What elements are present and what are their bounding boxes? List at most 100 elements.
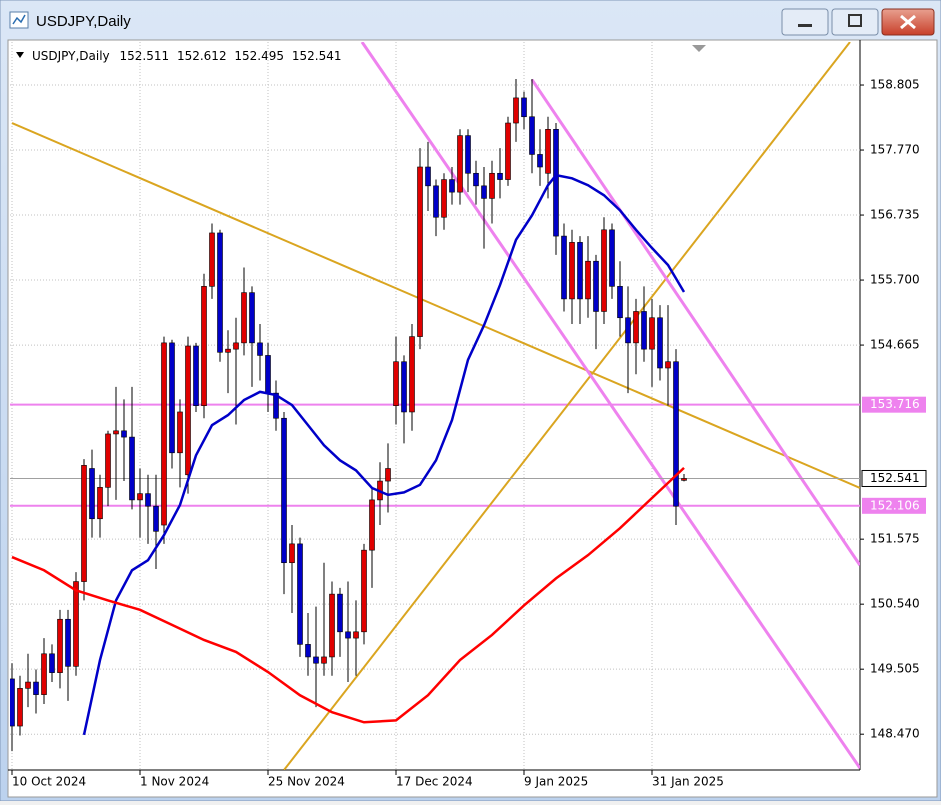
candle-body bbox=[369, 499, 375, 551]
symbol-label: USDJPY,Daily bbox=[32, 49, 110, 63]
window-icon bbox=[9, 11, 29, 29]
candle-body bbox=[201, 286, 207, 406]
candle-body bbox=[353, 631, 359, 639]
candle-body bbox=[633, 311, 639, 344]
candle-body bbox=[265, 355, 271, 394]
candle-body bbox=[417, 166, 423, 337]
candle-body bbox=[241, 292, 247, 344]
candle-body bbox=[65, 618, 71, 667]
candle-body bbox=[489, 172, 495, 199]
x-tick-label: 17 Dec 2024 bbox=[396, 775, 473, 789]
candle-body bbox=[73, 581, 79, 667]
candle-body bbox=[425, 166, 431, 187]
minimize-button[interactable] bbox=[781, 8, 829, 36]
axes: 158.805 157.770 156.735 155.700 154.665 151.5… bbox=[11, 78, 927, 789]
trendline bbox=[530, 78, 860, 567]
candle-body bbox=[553, 129, 559, 237]
plot bbox=[10, 42, 860, 770]
candle-body bbox=[681, 478, 687, 481]
candle-body bbox=[401, 361, 407, 413]
trendline bbox=[283, 42, 851, 770]
candle-body bbox=[569, 242, 575, 300]
x-tick-label: 1 Nov 2024 bbox=[140, 775, 209, 789]
candle-body bbox=[89, 468, 95, 520]
candle-body bbox=[449, 179, 455, 193]
candle-body bbox=[161, 342, 167, 526]
candle-body bbox=[153, 505, 159, 532]
candle-body bbox=[521, 97, 527, 118]
candle-body bbox=[505, 122, 511, 180]
candle-body bbox=[217, 232, 223, 353]
low-value: 152.495 bbox=[234, 49, 284, 63]
candle-body bbox=[25, 681, 31, 689]
candle-body bbox=[545, 129, 551, 174]
candle-body bbox=[129, 436, 135, 501]
y-tick-label: 157.770 bbox=[870, 143, 920, 157]
candle-body bbox=[625, 317, 631, 344]
candle-body bbox=[113, 430, 119, 435]
trendline bbox=[360, 42, 860, 769]
candle-body bbox=[609, 229, 615, 287]
candle-body bbox=[457, 135, 463, 193]
candle-body bbox=[665, 361, 671, 369]
indicator-line bbox=[82, 173, 686, 736]
y-tick-label: 155.700 bbox=[870, 273, 920, 287]
price-label-box bbox=[862, 396, 926, 413]
candle-body bbox=[169, 342, 175, 454]
x-tick-label: 9 Jan 2025 bbox=[524, 775, 588, 789]
close-button[interactable] bbox=[881, 8, 935, 36]
candle-body bbox=[593, 260, 599, 312]
candle-body bbox=[225, 348, 231, 353]
candle-body bbox=[249, 292, 255, 344]
candle-body bbox=[233, 342, 239, 350]
candle-body bbox=[281, 417, 287, 564]
last-price-label: 152.541 bbox=[870, 471, 920, 485]
candle-body bbox=[57, 618, 63, 673]
y-tick-label: 156.735 bbox=[870, 208, 920, 222]
price-label: 152.106 bbox=[870, 498, 920, 512]
y-tick-label: 150.540 bbox=[870, 597, 920, 611]
window-title: USDJPY,Daily bbox=[36, 13, 131, 30]
candle-body bbox=[209, 232, 215, 287]
shift-marker[interactable] bbox=[692, 45, 706, 52]
candle-body bbox=[473, 172, 479, 187]
candle-body bbox=[297, 543, 303, 645]
x-tick-label: 25 Nov 2024 bbox=[268, 775, 345, 789]
candle-body bbox=[585, 260, 591, 300]
chart-menu-arrow[interactable] bbox=[16, 52, 24, 58]
candle-body bbox=[529, 116, 535, 155]
trendline bbox=[11, 122, 860, 489]
candle-body bbox=[313, 656, 319, 664]
candle-body bbox=[257, 342, 263, 356]
candle-body bbox=[409, 336, 415, 413]
maximize-button[interactable] bbox=[831, 8, 879, 36]
candle-body bbox=[385, 468, 391, 482]
candle-body bbox=[177, 411, 183, 454]
candle-body bbox=[497, 172, 503, 180]
last-price-box bbox=[861, 469, 927, 487]
close-value: 152.541 bbox=[292, 49, 342, 63]
y-tick-label: 158.805 bbox=[870, 78, 920, 92]
candle-body bbox=[33, 681, 39, 695]
candle-body bbox=[577, 242, 583, 300]
x-tick-label: 10 Oct 2024 bbox=[12, 775, 86, 789]
y-tick-label: 149.505 bbox=[870, 662, 920, 676]
candle-body bbox=[305, 644, 311, 658]
y-tick-label: 151.575 bbox=[870, 532, 920, 546]
candle-body bbox=[329, 593, 335, 658]
candle-body bbox=[465, 135, 471, 174]
candle-body bbox=[617, 286, 623, 319]
high-value: 152.612 bbox=[177, 49, 227, 63]
candle-body bbox=[17, 688, 23, 727]
chart-pane bbox=[7, 39, 938, 798]
candle-body bbox=[441, 179, 447, 218]
y-tick-label: 154.665 bbox=[870, 338, 920, 352]
candle-body bbox=[673, 361, 679, 507]
candle-body bbox=[321, 656, 327, 664]
candle-body bbox=[185, 345, 191, 476]
indicator-line bbox=[11, 466, 685, 724]
candle-body bbox=[601, 229, 607, 312]
candle-body bbox=[537, 154, 543, 168]
